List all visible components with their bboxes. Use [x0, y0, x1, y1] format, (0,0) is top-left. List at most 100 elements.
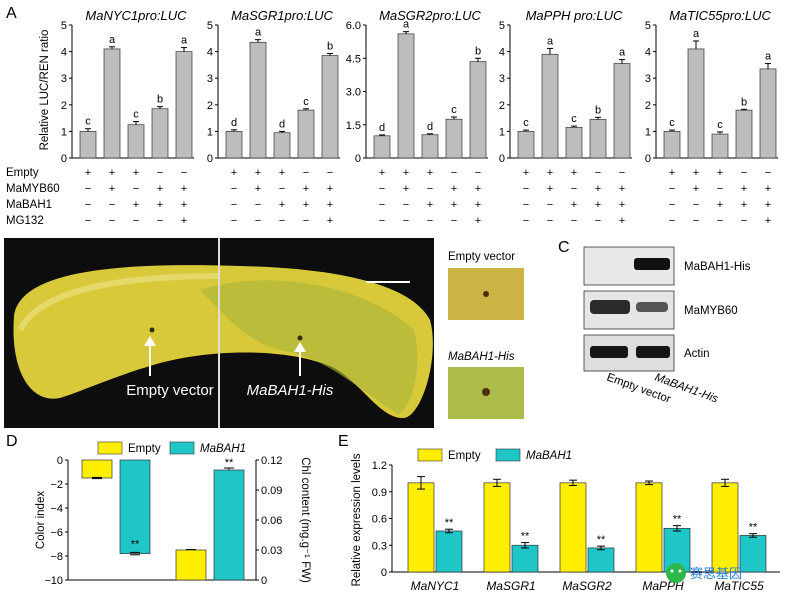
panel-e: Empty MaBAH1 Relative expression levels … — [351, 448, 780, 593]
y-tick-label: 0.9 — [372, 487, 387, 499]
significance-letter: a — [181, 35, 188, 47]
treatment-sign: − — [741, 215, 747, 227]
band-myb60-bah1 — [636, 302, 668, 312]
photo-label-bah1: MaBAH1-His — [247, 382, 334, 399]
treatment-sign: − — [255, 199, 261, 211]
y-tick-label: 2 — [207, 100, 213, 112]
blot-label-actin: Actin — [684, 348, 710, 360]
treatment-sign: − — [85, 215, 91, 227]
chart-title: MaSGR2pro:LUC — [379, 8, 481, 23]
bar — [759, 68, 777, 159]
significance-letter: a — [255, 27, 262, 39]
panel-letter-c: C — [558, 239, 570, 256]
significance-letter: c — [451, 104, 457, 116]
significance-marker: ** — [131, 539, 140, 551]
y-tick-label: 1 — [645, 126, 651, 138]
significance-letter: b — [327, 40, 333, 52]
significance-letter: c — [669, 117, 675, 129]
bar-empty — [407, 482, 435, 573]
y-tick-label: 0 — [381, 567, 387, 579]
y-tick-label: 5 — [207, 20, 213, 32]
legend-swatch-bah1 — [169, 441, 195, 455]
treatment-sign: − — [669, 199, 675, 211]
treatment-sign: + — [547, 167, 553, 179]
treatment-sign: − — [255, 215, 261, 227]
panel-a: Relative LUC/REN ratio MaNYC1pro:LUC 0 1 2 3… — [6, 8, 778, 227]
treatment-sign: − — [427, 215, 433, 227]
treatment-sign: − — [403, 215, 409, 227]
y-tick-label: 3 — [207, 73, 213, 85]
treatment-sign: − — [669, 215, 675, 227]
treatment-sign: − — [595, 215, 601, 227]
treatment-sign: + — [717, 199, 723, 211]
treatment-sign: − — [547, 199, 553, 211]
treatment-sign: − — [717, 215, 723, 227]
panel-letter-a: A — [6, 5, 17, 22]
bar — [541, 53, 559, 159]
treatment-sign: + — [109, 183, 115, 195]
treatment-sign: − — [85, 183, 91, 195]
legend-label-empty-e: Empty — [448, 450, 481, 462]
bar-color-index — [119, 459, 151, 554]
significance-letter: a — [109, 34, 116, 46]
treatment-sign: − — [279, 183, 285, 195]
panel-letter-d: D — [6, 433, 18, 450]
legend-label-empty: Empty — [128, 443, 161, 455]
bar — [565, 127, 583, 159]
treatment-sign: + — [571, 167, 577, 179]
bar — [151, 108, 169, 159]
chart-title: MaTIC55pro:LUC — [669, 8, 771, 23]
y-tick-label: 2 — [645, 100, 651, 112]
legend-swatch-empty-e — [417, 448, 443, 462]
bar — [225, 131, 243, 159]
treatment-sign: − — [379, 183, 385, 195]
band-actin-bah1 — [636, 346, 670, 358]
y-tick-label: 3.0 — [346, 87, 361, 99]
treatment-sign: − — [619, 167, 625, 179]
treatment-sign: − — [669, 183, 675, 195]
treatment-sign: + — [451, 183, 457, 195]
y-tick-label-left: −2 — [50, 479, 63, 491]
significance-marker: ** — [445, 517, 454, 529]
treatment-sign: + — [547, 183, 553, 195]
treatment-sign: − — [379, 199, 385, 211]
luc-charts: MaNYC1pro:LUC 0 1 2 3 4 5 c a c b a + + + − − − + − + + − − + + + −… — [61, 8, 778, 227]
banana-highlight — [17, 273, 221, 332]
bar — [589, 119, 607, 159]
treatment-sign: + — [741, 199, 747, 211]
treatment-sign: − — [693, 199, 699, 211]
treatment-sign: − — [475, 167, 481, 179]
green-zone — [200, 280, 418, 414]
significance-letter: c — [303, 96, 309, 108]
treatment-sign: − — [157, 167, 163, 179]
treatment-sign: + — [475, 199, 481, 211]
significance-letter: d — [231, 117, 237, 129]
x-category-label: MaTIC55 — [714, 579, 764, 593]
bar — [79, 131, 97, 159]
y-tick-label: 0.3 — [372, 540, 387, 552]
bar — [735, 109, 753, 159]
treatment-sign: + — [595, 199, 601, 211]
bar-empty — [559, 482, 587, 573]
treatment-sign: + — [571, 199, 577, 211]
y-tick-label-right: 0.09 — [261, 485, 282, 497]
treatment-sign: + — [693, 183, 699, 195]
bar — [517, 131, 535, 159]
y-tick-label: 0 — [645, 153, 651, 165]
bar — [321, 55, 339, 159]
bar — [397, 33, 415, 159]
y-tick-label: 0 — [499, 153, 505, 165]
watermark-text: 赛思基因 — [690, 566, 742, 581]
y-tick-label: 1 — [207, 126, 213, 138]
significance-letter: b — [475, 45, 481, 57]
y-tick-label: 4 — [645, 47, 651, 59]
y-tick-label: 0 — [61, 153, 67, 165]
treatment-sign: + — [85, 167, 91, 179]
treatment-sign: − — [595, 167, 601, 179]
y-tick-label: 5 — [61, 20, 67, 32]
treatment-sign: + — [741, 183, 747, 195]
treatment-sign: + — [619, 199, 625, 211]
treatment-sign: + — [109, 167, 115, 179]
treatment-table: Empty MaMYB60 MaBAH1 MG132 — [6, 167, 60, 227]
